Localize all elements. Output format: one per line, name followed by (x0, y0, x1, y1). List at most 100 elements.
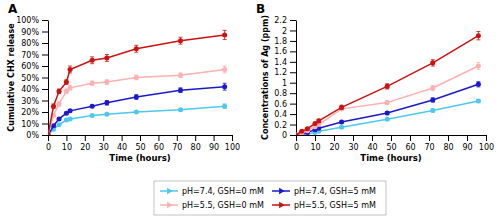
y-tick-mark (290, 114, 296, 115)
error-bar (431, 60, 435, 66)
y-tick-mark (290, 30, 296, 31)
panel: 01020304050607080901000%10%20%30%40%50%6… (7, 2, 240, 163)
series (296, 82, 481, 135)
y-tick-label: 2.2 (274, 16, 287, 25)
x-tick-mark (372, 135, 373, 141)
error-bar (134, 95, 138, 100)
x-tick: 50 (386, 135, 396, 152)
series-line (48, 69, 225, 135)
data-point (68, 108, 73, 113)
data-point (90, 104, 95, 109)
x-tick-mark (66, 135, 67, 141)
data-point (104, 55, 109, 60)
error-bar (90, 81, 94, 86)
x-tick: 20 (329, 135, 339, 152)
error-bar-part (105, 61, 109, 62)
error-bar-part (134, 52, 138, 53)
data-point (134, 46, 139, 51)
y-tick-mark (42, 66, 48, 67)
data-point (222, 67, 227, 72)
y-tick-label: 90% (21, 28, 39, 37)
y-tick: 80% (21, 39, 48, 48)
y-tick: 1 (282, 79, 296, 88)
error-bar-part (223, 90, 227, 91)
series-line (48, 87, 225, 135)
x-tick-label: 40 (117, 143, 127, 152)
error-bar-part (476, 69, 480, 70)
x-tick: 40 (367, 135, 377, 152)
x-tick: 10 (310, 135, 320, 152)
error-bar-part (476, 62, 480, 63)
x-tick-mark (391, 135, 392, 141)
data-point (134, 109, 139, 114)
error-bar (64, 80, 68, 85)
x-tick: 80 (191, 135, 201, 152)
x-tick-mark (177, 135, 178, 141)
x-tick-label: 20 (329, 143, 339, 152)
x-tick: 0 (46, 135, 51, 152)
data-point (339, 105, 344, 110)
y-axis-title: Cumulative CHX release (7, 23, 16, 132)
x-tick-mark (103, 135, 104, 141)
y-tick-label: 1 (282, 79, 287, 88)
x-tick-mark (353, 135, 354, 141)
x-tick: 30 (99, 135, 109, 152)
x-tick-label: 70 (424, 143, 434, 152)
x-tick-mark (140, 135, 141, 141)
x-tick: 100 (225, 135, 240, 152)
x-tick-label: 70 (172, 143, 182, 152)
x-tick-label: 90 (209, 143, 219, 152)
y-tick: 1.8 (274, 37, 296, 46)
legend-entry: pH=7.4, GSH=5 mM (272, 187, 376, 196)
y-tick-label: 1.6 (274, 47, 287, 56)
error-bar-part (431, 59, 435, 60)
y-tick-mark (42, 20, 48, 21)
x-tick-label: 40 (367, 143, 377, 152)
y-tick-mark (290, 72, 296, 73)
error-bar-part (90, 56, 94, 57)
x-tick-mark (48, 135, 49, 141)
legend-entry: pH=5.5, GSH=5 mM (272, 201, 376, 210)
y-tick-label: 0.6 (274, 100, 287, 109)
y-tick: 1.4 (274, 58, 296, 67)
error-bar (57, 89, 61, 94)
y-tick-mark (290, 41, 296, 42)
data-point (48, 132, 51, 135)
error-bar-part (223, 72, 227, 73)
y-tick: 0.6 (274, 100, 296, 109)
y-tick: 0 (282, 131, 296, 140)
y-tick-label: 0.8 (274, 89, 287, 98)
y-tick-mark (290, 51, 296, 52)
y-tick-label: 80% (21, 39, 39, 48)
error-bar-part (134, 45, 138, 46)
x-tick-mark (122, 135, 123, 141)
y-axis-line (296, 21, 297, 136)
data-point (430, 108, 435, 113)
y-tick-label: 20% (21, 108, 39, 117)
data-point (305, 126, 310, 131)
series (48, 66, 227, 135)
x-tick: 20 (80, 135, 90, 152)
series-line (48, 35, 225, 135)
data-point (51, 104, 56, 109)
error-bar-part (90, 63, 94, 64)
error-bar (90, 57, 94, 64)
x-tick-mark (232, 135, 233, 141)
data-point (68, 67, 73, 72)
legend-label: pH=5.5, GSH=5 mM (294, 201, 376, 210)
series (48, 30, 227, 135)
legend: pH=7.4, GSH=0 mM pH=7.4, GSH=5 mM pH=5.5, … (154, 181, 386, 215)
y-tick-label: 40% (21, 85, 39, 94)
legend-entry: pH=7.4, GSH=0 mM (160, 187, 264, 196)
data-point (222, 84, 227, 89)
error-bar (223, 30, 227, 39)
plot-area (296, 32, 481, 136)
error-bar (431, 85, 435, 90)
error-bar (476, 62, 480, 69)
data-point (385, 117, 390, 122)
y-tick-label: 30% (21, 97, 39, 106)
data-point (90, 58, 95, 63)
x-tick: 100 (479, 135, 494, 152)
y-tick-mark (290, 93, 296, 94)
error-bar (134, 45, 138, 52)
